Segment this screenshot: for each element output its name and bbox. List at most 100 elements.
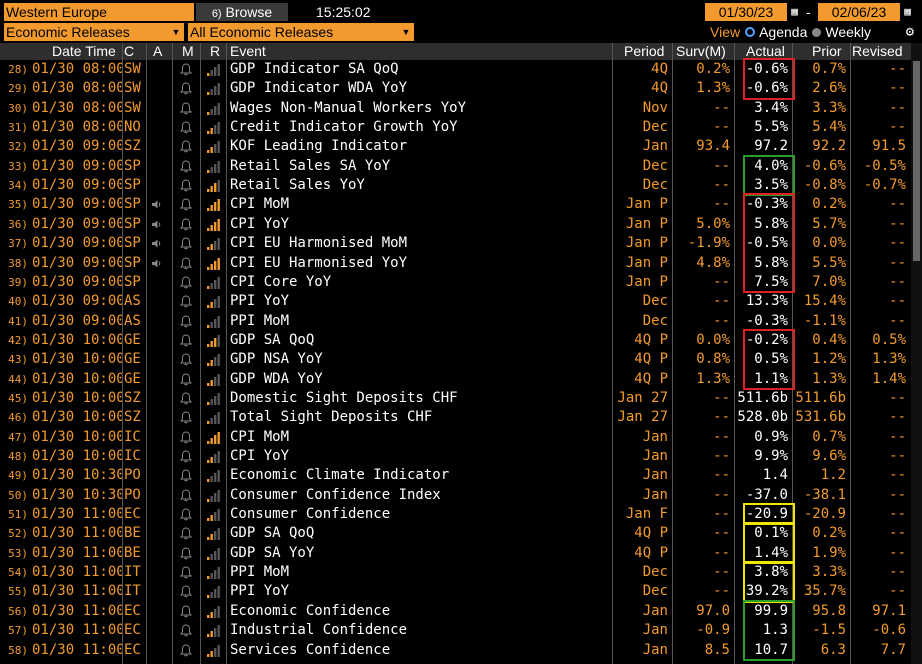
table-row[interactable]: 37) 01/30 09:00 SP CPI EU Harmonised MoM Jan… xyxy=(0,234,910,253)
table-row[interactable]: 56) 01/30 11:00 EC Economic Confidence Jan 97… xyxy=(0,602,910,621)
bell-icon[interactable] xyxy=(180,508,194,521)
table-row[interactable]: 43) 01/30 10:00 GE GDP NSA YoY 4Q P 0.8% 0.5% 1… xyxy=(0,350,910,369)
row-event[interactable]: CPI Core YoY xyxy=(230,273,332,290)
table-row[interactable]: 41) 01/30 09:00 AS PPI MoM Dec -- -0.3% -1.1% -- xyxy=(0,312,910,331)
speaker-icon[interactable] xyxy=(151,199,165,210)
speaker-icon[interactable] xyxy=(151,238,165,249)
row-event[interactable]: Total Sight Deposits CHF xyxy=(230,409,433,426)
table-row[interactable]: 38) 01/30 09:00 SP CPI EU Harmonised YoY Jan… xyxy=(0,254,910,273)
table-row[interactable]: 35) 01/30 09:00 SP CPI MoM Jan P -- -0.3% 0.2% -… xyxy=(0,195,910,214)
table-row[interactable]: 45) 01/30 10:00 SZ Domestic Sight Deposits … xyxy=(0,389,910,408)
start-date-field[interactable]: 01/30/23 xyxy=(705,3,787,21)
table-row[interactable]: 52) 01/30 11:00 BE GDP SA QoQ 4Q P -- 0.1% 0.2%… xyxy=(0,524,910,543)
table-row[interactable]: 42) 01/30 10:00 GE GDP SA QoQ 4Q P 0.0% -0.2% 0… xyxy=(0,331,910,350)
bell-icon[interactable] xyxy=(180,373,194,386)
row-event[interactable]: PPI YoY xyxy=(230,583,290,600)
col-revised[interactable]: Revised xyxy=(852,43,903,59)
row-event[interactable]: GDP SA QoQ xyxy=(230,525,315,542)
table-row[interactable]: 46) 01/30 10:00 SZ Total Sight Deposits CHF… xyxy=(0,408,910,427)
row-event[interactable]: PPI MoM xyxy=(230,564,290,581)
speaker-icon[interactable] xyxy=(151,258,165,269)
row-event[interactable]: CPI MoM xyxy=(230,196,290,213)
row-event[interactable]: GDP Indicator SA QoQ xyxy=(230,61,399,77)
table-row[interactable]: 54) 01/30 11:00 IT PPI MoM Dec -- 3.8% 3.3% -- xyxy=(0,563,910,582)
row-event[interactable]: CPI YoY xyxy=(230,448,290,464)
table-row[interactable]: 48) 01/30 10:00 IC CPI YoY Jan -- 9.9% 9.6% -- xyxy=(0,447,910,466)
col-event[interactable]: Event xyxy=(230,43,266,59)
col-period[interactable]: Period xyxy=(624,43,665,59)
agenda-label[interactable]: Agenda xyxy=(759,24,808,40)
bell-icon[interactable] xyxy=(180,121,194,134)
region-selector[interactable]: Western Europe xyxy=(4,3,194,21)
settings-wrench-icon[interactable]: ⚙ xyxy=(905,24,914,40)
table-row[interactable]: 28) 01/30 08:00 SW GDP Indicator SA QoQ 4Q 0.… xyxy=(0,60,910,79)
col-alert[interactable]: A xyxy=(153,43,163,59)
table-row[interactable]: 44) 01/30 10:00 GE GDP WDA YoY 4Q P 1.3% 1.1% 1… xyxy=(0,370,910,389)
bell-icon[interactable] xyxy=(180,566,194,579)
bell-icon[interactable] xyxy=(180,82,194,95)
weekly-radio[interactable] xyxy=(812,28,822,37)
bell-icon[interactable] xyxy=(180,585,194,598)
row-event[interactable]: Economic Confidence xyxy=(230,602,391,619)
release-filter-dropdown[interactable]: All Economic Releases ▼ xyxy=(188,23,414,41)
bell-icon[interactable] xyxy=(180,469,194,482)
table-row[interactable]: 57) 01/30 11:00 EC Industrial Confidence Jan… xyxy=(0,621,910,640)
bell-icon[interactable] xyxy=(180,198,194,211)
bell-icon[interactable] xyxy=(180,295,194,308)
table-row[interactable]: 33) 01/30 09:00 SP Retail Sales SA YoY Dec --… xyxy=(0,157,910,176)
table-row[interactable]: 32) 01/30 09:00 SZ KOF Leading Indicator Jan… xyxy=(0,137,910,156)
table-row[interactable]: 36) 01/30 09:00 SP CPI YoY Jan P 5.0% 5.8% 5.7%… xyxy=(0,215,910,234)
row-event[interactable]: GDP Indicator WDA YoY xyxy=(230,80,408,97)
row-event[interactable]: CPI YoY xyxy=(230,215,290,232)
row-event[interactable]: CPI MoM xyxy=(230,428,290,445)
weekly-label[interactable]: Weekly xyxy=(825,24,872,40)
col-prior[interactable]: Prior xyxy=(812,43,842,59)
row-event[interactable]: KOF Leading Indicator xyxy=(230,138,408,155)
bell-icon[interactable] xyxy=(180,643,194,657)
row-event[interactable]: Wages Non-Manual Workers YoY xyxy=(230,99,467,116)
bell-icon[interactable] xyxy=(180,605,194,618)
row-event[interactable]: Industrial Confidence xyxy=(230,622,408,639)
row-event[interactable]: Credit Indicator Growth YoY xyxy=(230,119,458,136)
row-event[interactable]: CPI EU Harmonised MoM xyxy=(230,235,408,252)
row-event[interactable]: Consumer Confidence Index xyxy=(230,486,441,503)
col-datetime[interactable]: Date Time xyxy=(52,43,116,59)
speaker-icon[interactable] xyxy=(151,219,165,230)
bell-icon[interactable] xyxy=(180,237,194,250)
bell-icon[interactable] xyxy=(180,218,194,231)
table-row[interactable]: 58) 01/30 11:00 EC Services Confidence Jan 8.… xyxy=(0,641,910,660)
vertical-scrollbar[interactable] xyxy=(911,43,922,664)
row-event[interactable]: Consumer Confidence xyxy=(230,506,391,523)
row-event[interactable]: PPI MoM xyxy=(230,312,290,329)
bell-icon[interactable] xyxy=(180,411,194,424)
row-event[interactable]: Domestic Sight Deposits CHF xyxy=(230,389,458,406)
row-event[interactable]: GDP SA YoY xyxy=(230,544,315,561)
col-survey[interactable]: Surv(M) xyxy=(676,43,726,59)
col-r[interactable]: R xyxy=(210,43,221,59)
bell-icon[interactable] xyxy=(180,392,194,405)
agenda-radio[interactable] xyxy=(745,27,756,37)
table-row[interactable]: 40) 01/30 09:00 AS PPI YoY Dec -- 13.3% 15.4% -- xyxy=(0,292,910,311)
bell-icon[interactable] xyxy=(180,353,194,366)
calendar-icon[interactable]: ▦ xyxy=(791,5,798,18)
row-event[interactable]: GDP NSA YoY xyxy=(230,351,323,368)
row-event[interactable]: GDP SA QoQ xyxy=(230,331,315,348)
table-row[interactable]: 53) 01/30 11:00 BE GDP SA YoY 4Q P -- 1.4% 1.9%… xyxy=(0,544,910,563)
bell-icon[interactable] xyxy=(180,276,194,289)
bell-icon[interactable] xyxy=(180,450,194,463)
row-event[interactable]: GDP WDA YoY xyxy=(230,370,323,387)
table-row[interactable]: 30) 01/30 08:00 SW Wages Non-Manual Workers… xyxy=(0,99,910,118)
row-event[interactable]: PPI YoY xyxy=(230,293,290,310)
table-row[interactable]: 50) 01/30 10:30 PO Consumer Confidence Inde… xyxy=(0,486,910,505)
table-row[interactable]: 49) 01/30 10:30 PO Economic Climate Indicat… xyxy=(0,466,910,485)
bell-icon[interactable] xyxy=(180,160,194,173)
row-event[interactable]: Services Confidence xyxy=(230,641,391,658)
end-date-field[interactable]: 02/06/23 xyxy=(818,3,900,21)
bell-icon[interactable] xyxy=(180,547,194,560)
col-m[interactable]: M xyxy=(182,43,194,59)
table-row[interactable]: 51) 01/30 11:00 EC Consumer Confidence Jan F… xyxy=(0,505,910,524)
bell-icon[interactable] xyxy=(180,624,194,637)
bell-icon[interactable] xyxy=(180,489,194,502)
table-row[interactable]: 47) 01/30 10:00 IC CPI MoM Jan -- 0.9% 0.7% -- xyxy=(0,428,910,447)
bell-icon[interactable] xyxy=(180,179,194,192)
